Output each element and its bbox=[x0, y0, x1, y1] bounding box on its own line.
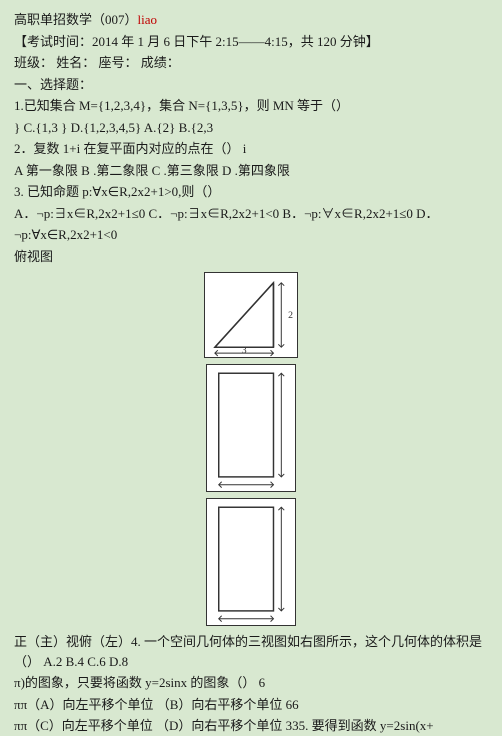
q3-text: 3. 已知命题 p:∀x∈R,2x2+1>0,则（） bbox=[14, 182, 488, 202]
title-author: liao bbox=[138, 12, 158, 27]
figure-2-wrap bbox=[14, 364, 488, 492]
q3-optB: ¬p:∀x∈R,2x2+1<0 bbox=[14, 225, 488, 245]
q1-text: 1.已知集合 M={1,2,3,4}，集合 N={1,3,5}，则 MN 等于（… bbox=[14, 96, 488, 116]
q1-opts: } C.{1,3 } D.{1,2,3,4,5} A.{2} B.{2,3 bbox=[14, 118, 488, 138]
figure-3-rect bbox=[206, 498, 296, 626]
q2-opts: A 第一象限 B .第二象限 C .第三象限 D .第四象限 bbox=[14, 161, 488, 181]
label-fushi: 俯视图 bbox=[14, 247, 488, 267]
title-main: 高职单招数学（007） bbox=[14, 12, 138, 27]
student-fields: 班级： 姓名： 座号： 成绩： bbox=[14, 53, 488, 73]
q5-line1: π)的图象，只要将函数 y=2sinx 的图象（） 6 bbox=[14, 673, 488, 693]
figure-3-wrap bbox=[14, 498, 488, 626]
figure-1-wrap: 3 2 bbox=[14, 272, 488, 358]
q4-text: 正（主）视俯（左）4. 一个空间几何体的三视图如右图所示，这个几何体的体积是（）… bbox=[14, 632, 488, 671]
exam-info: 【考试时间：2014 年 1 月 6 日下午 2:15——4:15，共 120 … bbox=[14, 32, 488, 52]
figure-1-triangle: 3 2 bbox=[204, 272, 298, 358]
q2-text: 2．复数 1+i 在复平面内对应的点在（） i bbox=[14, 139, 488, 159]
figure-2-rect bbox=[206, 364, 296, 492]
q3-optA: A．¬p:∃x∈R,2x2+1≤0 C．¬p:∃x∈R,2x2+1<0 B．¬p… bbox=[14, 204, 488, 224]
svg-text:2: 2 bbox=[288, 310, 293, 321]
svg-text:3: 3 bbox=[242, 345, 247, 356]
section-heading: 一、选择题： bbox=[14, 75, 488, 95]
q5-line3: ππ（C）向左平移个单位 （D）向右平移个单位 335. 要得到函数 y=2si… bbox=[14, 716, 488, 736]
q5-line2: ππ（A）向左平移个单位 （B）向右平移个单位 66 bbox=[14, 695, 488, 715]
